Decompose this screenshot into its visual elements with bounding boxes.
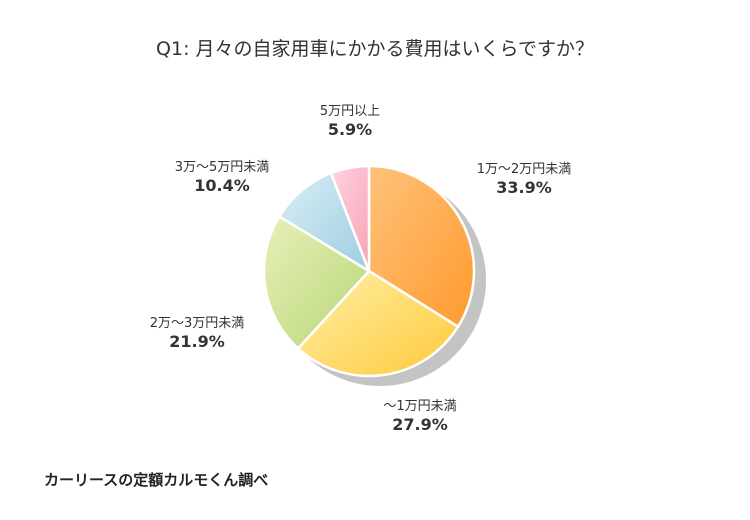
slice-3man-5man xyxy=(278,171,371,273)
slice-label-percent: 33.9% xyxy=(496,178,552,198)
slice-label: 1万〜2万円未満 33.9% xyxy=(477,162,572,198)
slice-under-1man xyxy=(296,269,460,378)
slice-label-percent: 10.4% xyxy=(194,176,250,196)
source-credit: カーリースの定額カルモくん調べ xyxy=(44,471,269,489)
slice-label: 〜1万円未満 27.9% xyxy=(383,399,456,435)
chart-title: Q1: 月々の自家用車にかかる費用はいくらですか？ xyxy=(156,38,594,60)
slice-label-percent: 21.9% xyxy=(169,332,225,352)
slice-label-percent: 27.9% xyxy=(392,415,448,435)
slice-label-name: 〜1万円未満 xyxy=(383,399,457,414)
slice-label-percent: 5.9% xyxy=(327,120,373,140)
slice-2man-3man xyxy=(262,215,371,350)
slice-label-name: 1万〜2万円未満 xyxy=(476,162,572,177)
slice-label-name: 2万〜3万円未満 xyxy=(149,316,245,331)
slice-label: 3万〜5万円未満 10.4% xyxy=(175,160,270,196)
slice-label-name: 3万〜5万円未満 xyxy=(174,160,270,175)
slice-label: 2万〜3万円未満 21.9% xyxy=(150,316,245,352)
slice-label-name: 5万円以上 xyxy=(319,104,381,119)
slice-over-5man xyxy=(329,164,371,273)
slice-label: 5万円以上 5.9% xyxy=(320,104,380,140)
